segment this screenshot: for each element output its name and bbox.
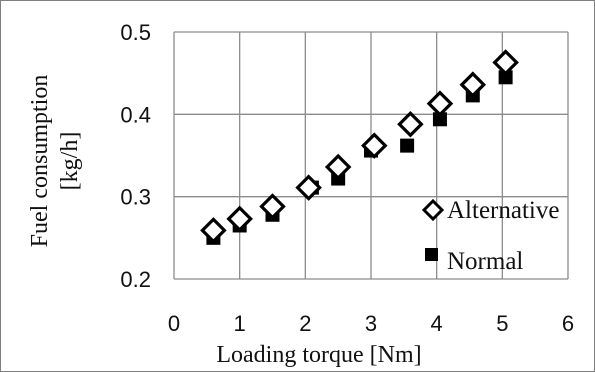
alternative-point <box>397 110 424 138</box>
x-axis-title: Loading torque [Nm] <box>216 342 421 368</box>
alternative-point <box>426 90 454 117</box>
y-axis-title-line-2: [kg/h] <box>57 132 83 191</box>
y-tick-label: 0.4 <box>120 102 151 127</box>
x-tick-label: 0 <box>168 311 180 336</box>
y-axis-title: Fuel consumption [kg/h] <box>27 75 83 248</box>
x-tick-label: 1 <box>234 311 246 336</box>
y-tick-label: 0.2 <box>120 267 151 292</box>
x-tick-label: 2 <box>299 311 311 336</box>
y-axis-title-line-1: Fuel consumption <box>27 75 53 248</box>
legend-label-alternative: Alternative <box>447 197 559 224</box>
legend-label-normal: Normal <box>447 248 523 275</box>
x-tick-label: 5 <box>496 311 508 336</box>
alternative-point <box>259 193 286 220</box>
alternative-point <box>459 71 487 98</box>
legend-alternative-marker <box>421 198 445 222</box>
normal-point <box>432 112 447 127</box>
data-marks <box>200 49 519 245</box>
y-tick-label: 0.3 <box>120 185 151 210</box>
alternative-point <box>324 153 352 181</box>
alternative-point <box>226 205 253 233</box>
normal-point <box>498 70 513 85</box>
alternative-point <box>492 49 519 76</box>
alternative-point <box>200 217 227 244</box>
x-tick-label: 6 <box>562 311 574 336</box>
x-tick-label: 3 <box>365 311 377 336</box>
alternative-point <box>295 174 322 201</box>
alternative-point <box>361 132 388 159</box>
tick-labels: 0 1 2 3 4 5 6 0.2 0.3 0.4 0.5 <box>120 20 574 336</box>
legend-normal-marker <box>425 248 438 261</box>
legend: Alternative Normal <box>421 197 559 275</box>
x-tick-label: 4 <box>431 311 443 336</box>
y-tick-label: 0.5 <box>120 20 151 45</box>
normal-point <box>400 138 415 153</box>
